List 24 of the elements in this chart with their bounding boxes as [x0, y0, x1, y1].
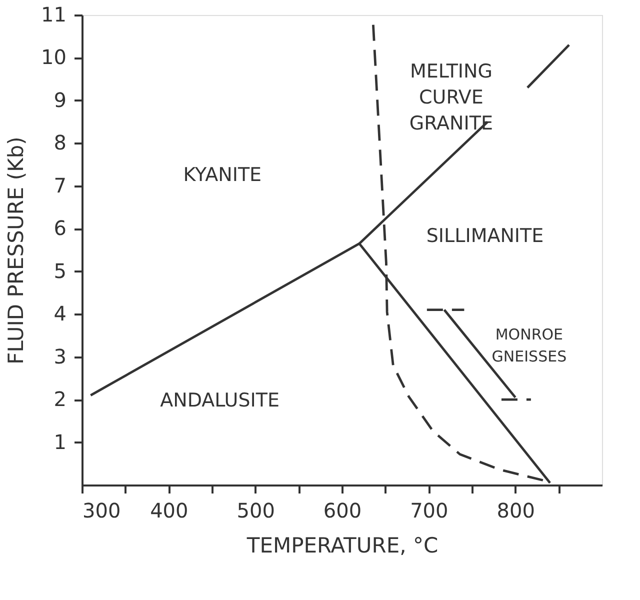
annotation: MONROE GNEISSES: [492, 326, 567, 366]
y-axis-title: FLUID PRESSURE (Kb): [4, 136, 28, 364]
x-tick-label: 600: [323, 498, 362, 522]
annotation: SILLIMANITE: [426, 224, 544, 247]
x-tick-label: 300: [82, 498, 121, 522]
x-tick-label: 500: [236, 498, 275, 522]
x-axis-title: TEMPERATURE, °C: [246, 534, 438, 558]
annotation: ANDALUSITE: [160, 389, 280, 412]
y-tick-label: 1: [54, 430, 66, 454]
x-tick-label: 400: [150, 498, 188, 522]
y-tick-label: 6: [54, 216, 66, 240]
y-tick-label: 9: [54, 88, 66, 112]
y-tick-label: 10: [41, 45, 66, 70]
annotation: KYANITE: [183, 164, 262, 186]
y-tick-label: 11: [41, 2, 66, 26]
y-tick-label: 7: [54, 173, 66, 198]
x-tick-label: 700: [410, 498, 448, 522]
y-tick-label: 2: [54, 387, 66, 412]
y-tick-label: 5: [54, 258, 66, 283]
x-tick-label: 800: [496, 498, 535, 522]
annotation: MELTING CURVE GRANITE: [409, 60, 493, 134]
y-tick-label: 4: [54, 302, 66, 326]
y-tick-label: 3: [54, 344, 66, 368]
y-tick-label: 8: [54, 130, 66, 155]
